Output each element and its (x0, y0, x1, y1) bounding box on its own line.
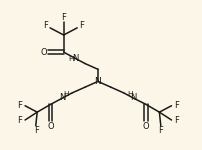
Text: H: H (63, 91, 68, 97)
Text: N: N (59, 93, 65, 102)
Text: N: N (130, 93, 136, 102)
Text: F: F (173, 101, 178, 110)
Text: H: H (126, 91, 132, 97)
Text: O: O (47, 122, 54, 130)
Text: F: F (43, 21, 48, 30)
Text: O: O (40, 48, 47, 57)
Text: F: F (34, 126, 39, 135)
Text: N: N (72, 54, 78, 63)
Text: F: F (18, 101, 22, 110)
Text: H: H (68, 56, 73, 62)
Text: F: F (61, 13, 66, 22)
Text: F: F (173, 116, 178, 124)
Text: O: O (142, 122, 148, 130)
Text: F: F (157, 126, 162, 135)
Text: F: F (18, 116, 22, 124)
Text: F: F (79, 21, 83, 30)
Text: N: N (94, 77, 101, 86)
